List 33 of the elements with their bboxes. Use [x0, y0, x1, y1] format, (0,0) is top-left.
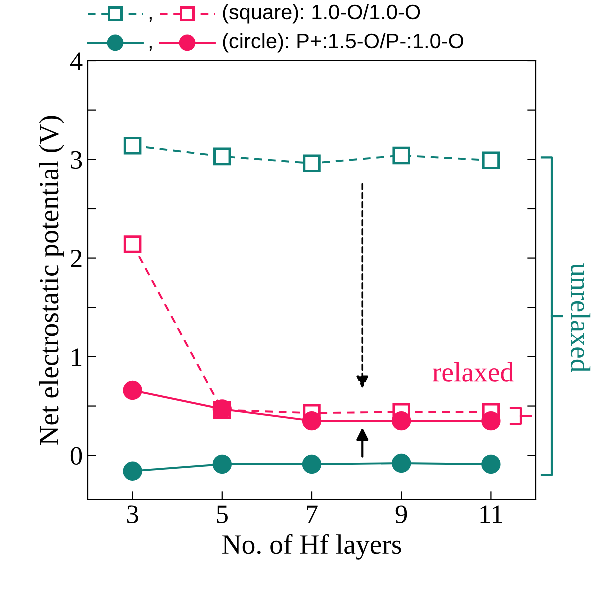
x-tick-label: 11	[480, 506, 502, 524]
point	[212, 454, 232, 474]
point	[482, 411, 501, 431]
x-tick-label: 9	[396, 506, 408, 524]
y-tick-label: 0	[70, 447, 82, 466]
x-tick-label: 7	[307, 506, 318, 524]
point	[124, 236, 142, 254]
point	[123, 462, 142, 481]
point	[123, 380, 142, 400]
point	[392, 454, 412, 474]
x-tick-label: 3	[127, 506, 138, 524]
x-tick-label: 5	[217, 506, 228, 524]
x-axis-title: No. of Hf layers	[222, 534, 402, 560]
point	[303, 154, 321, 172]
y-tick-label: 4	[70, 52, 83, 70]
point	[482, 454, 501, 474]
y-tick-label: 2	[71, 250, 82, 268]
y-tick-label: 3	[71, 151, 82, 170]
point	[392, 146, 410, 165]
y-axis-title: Net electrostatic potential (V)	[39, 116, 64, 446]
text: ,	[150, 17, 152, 22]
text: (circle): P+:1.5-O/P-:1.0-O	[223, 33, 464, 53]
point	[392, 411, 412, 431]
text: (square): 1.0-O/1.0-O	[223, 4, 420, 24]
y-tick-label: 1	[72, 348, 82, 366]
text: unrelaxed	[571, 264, 591, 372]
point	[482, 152, 500, 170]
point	[214, 148, 232, 166]
point	[124, 136, 142, 155]
point	[302, 411, 322, 431]
annotation: relaxed	[432, 362, 514, 382]
point	[302, 454, 322, 474]
text: ,	[150, 46, 152, 52]
